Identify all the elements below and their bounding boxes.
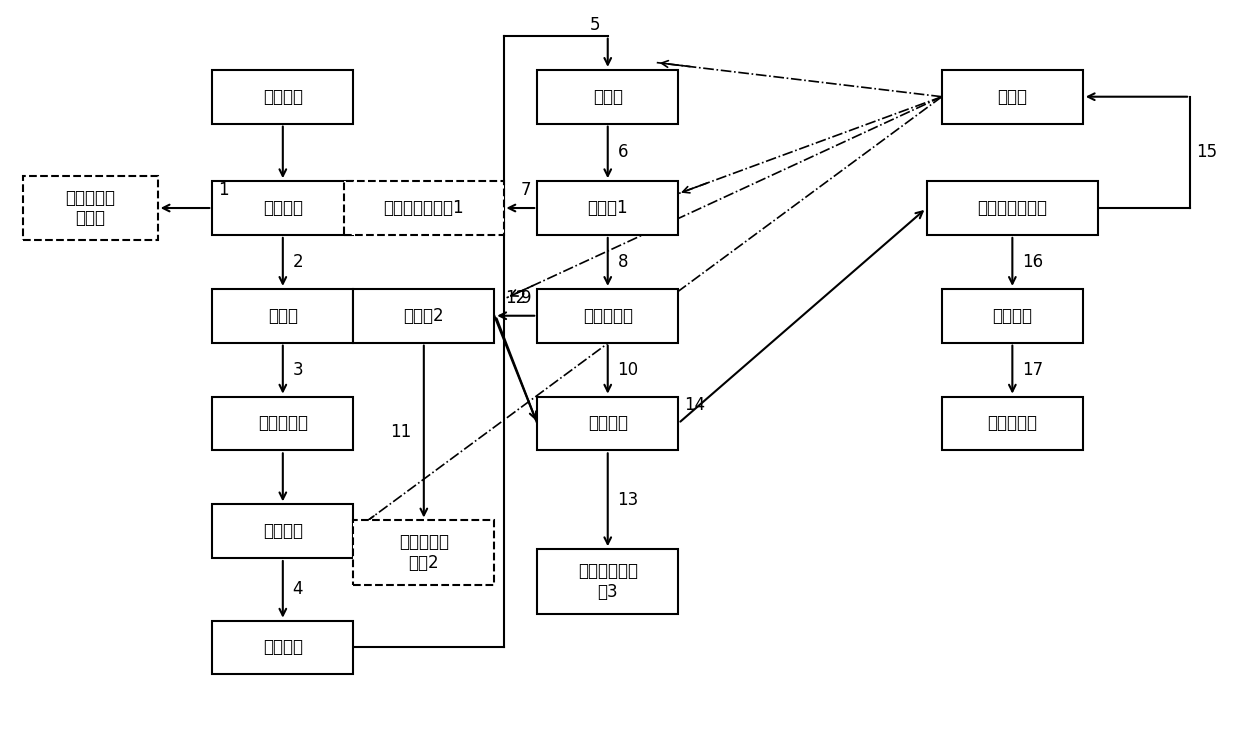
Text: 过滤脱水: 过滤脱水 [588, 414, 627, 433]
Text: 4: 4 [293, 580, 303, 598]
FancyBboxPatch shape [212, 397, 353, 450]
Text: 16: 16 [1022, 253, 1043, 271]
Text: 清洁土壤暂存
区3: 清洁土壤暂存 区3 [578, 562, 637, 601]
Text: 14: 14 [684, 397, 706, 414]
Text: 1: 1 [218, 181, 229, 199]
Text: 17: 17 [1022, 361, 1043, 378]
Text: 15: 15 [1197, 143, 1218, 161]
FancyBboxPatch shape [942, 289, 1083, 343]
FancyBboxPatch shape [212, 70, 353, 124]
Text: 浸泡洗脱: 浸泡洗脱 [263, 638, 303, 657]
Text: 12: 12 [505, 289, 527, 307]
Text: 10: 10 [618, 361, 639, 378]
Text: 高频筛1: 高频筛1 [588, 199, 627, 217]
Text: 预先筛分: 预先筛分 [263, 199, 303, 217]
Text: 滚筒制泥: 滚筒制泥 [263, 522, 303, 540]
FancyBboxPatch shape [537, 397, 678, 450]
Text: 9: 9 [521, 289, 531, 307]
Text: 污染土壤: 污染土壤 [263, 88, 303, 105]
Text: 清洁土壤暂存区1: 清洁土壤暂存区1 [383, 199, 464, 217]
Text: 11: 11 [391, 422, 412, 441]
Text: 13: 13 [618, 490, 639, 509]
Text: 8: 8 [618, 253, 627, 271]
FancyBboxPatch shape [537, 289, 678, 343]
Text: 高频筛2: 高频筛2 [403, 307, 444, 325]
FancyBboxPatch shape [212, 181, 353, 235]
Text: 循环水: 循环水 [997, 88, 1028, 105]
Text: 2: 2 [293, 253, 304, 271]
Text: 粗颗粒土壤
暂存区: 粗颗粒土壤 暂存区 [66, 189, 115, 228]
FancyBboxPatch shape [353, 289, 495, 343]
FancyBboxPatch shape [926, 181, 1099, 235]
Text: 滤饼暂存区: 滤饼暂存区 [987, 414, 1038, 433]
Text: 污水处理一体机: 污水处理一体机 [977, 199, 1048, 217]
FancyBboxPatch shape [537, 181, 678, 235]
Text: 破碎机: 破碎机 [268, 307, 298, 325]
Text: 热洗脱: 热洗脱 [593, 88, 622, 105]
FancyBboxPatch shape [353, 520, 495, 585]
Text: 3: 3 [293, 361, 304, 378]
Text: 5: 5 [590, 16, 600, 34]
Text: 过滤脱水: 过滤脱水 [992, 307, 1033, 325]
FancyBboxPatch shape [942, 397, 1083, 450]
FancyBboxPatch shape [212, 289, 353, 343]
FancyBboxPatch shape [212, 621, 353, 674]
FancyBboxPatch shape [345, 181, 503, 235]
Text: 7: 7 [521, 181, 531, 199]
Text: 皮带输送机: 皮带输送机 [258, 414, 308, 433]
Text: 清洁土壤暂
存区2: 清洁土壤暂 存区2 [399, 534, 449, 572]
FancyBboxPatch shape [22, 176, 157, 240]
Text: 6: 6 [618, 143, 627, 161]
FancyBboxPatch shape [212, 504, 353, 558]
FancyBboxPatch shape [537, 549, 678, 613]
FancyBboxPatch shape [537, 70, 678, 124]
Text: 水力旋流器: 水力旋流器 [583, 307, 632, 325]
FancyBboxPatch shape [942, 70, 1083, 124]
